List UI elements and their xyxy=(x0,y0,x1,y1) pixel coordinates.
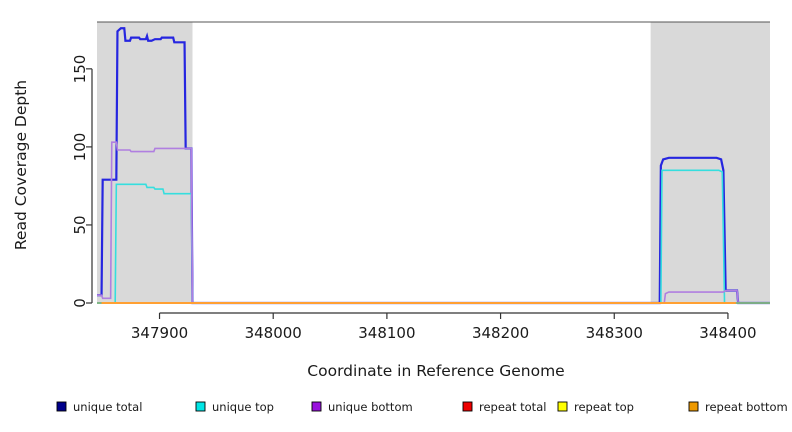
y-axis-ticks xyxy=(86,68,92,304)
legend-swatch-unique-bottom xyxy=(311,401,322,412)
legend-swatch-repeat-bottom xyxy=(688,401,699,412)
legend-label-repeat-top: repeat top xyxy=(574,400,634,414)
y-tick-label-150: 150 xyxy=(71,55,89,84)
x-tick-label-4: 348300 xyxy=(586,324,643,342)
x-axis-title: Coordinate in Reference Genome xyxy=(307,362,564,380)
x-tick-label-3: 348200 xyxy=(472,324,529,342)
x-tick-label-1: 348000 xyxy=(245,324,302,342)
shaded-region-right xyxy=(650,22,770,303)
shaded-regions xyxy=(97,22,770,303)
series-line-unique-bottom xyxy=(97,141,770,304)
x-axis-ticks xyxy=(158,313,729,319)
legend-swatch-unique-total xyxy=(56,401,67,412)
shaded-region-left xyxy=(97,22,193,303)
x-tick-label-2: 348100 xyxy=(358,324,415,342)
series-line-unique-top xyxy=(97,169,770,304)
legend-swatch-unique-top xyxy=(195,401,206,412)
legend-label-unique-total: unique total xyxy=(73,400,142,414)
x-tick-labels: 347900 348000 348100 348200 348300 348400 xyxy=(131,324,757,342)
y-axis-title: Read Coverage Depth xyxy=(12,80,30,250)
y-tick-label-0: 0 xyxy=(71,298,89,308)
x-axis xyxy=(158,312,729,319)
legend-swatch-repeat-total xyxy=(462,401,473,412)
series-line-unique-total xyxy=(97,27,770,305)
legend-label-repeat-total: repeat total xyxy=(479,400,546,414)
legend-label-unique-top: unique top xyxy=(212,400,274,414)
legend: unique total unique top unique bottom repea… xyxy=(56,400,788,414)
y-tick-label-50: 50 xyxy=(71,215,89,234)
x-tick-label-0: 347900 xyxy=(131,324,188,342)
data-series-group xyxy=(97,27,770,305)
legend-label-repeat-bottom: repeat bottom xyxy=(705,400,788,414)
legend-label-unique-bottom: unique bottom xyxy=(328,400,413,414)
y-tick-label-100: 100 xyxy=(71,133,89,162)
y-axis xyxy=(86,68,93,304)
x-tick-label-5: 348400 xyxy=(699,324,756,342)
legend-swatch-repeat-top xyxy=(557,401,568,412)
y-tick-labels: 0 50 100 150 xyxy=(71,55,89,308)
